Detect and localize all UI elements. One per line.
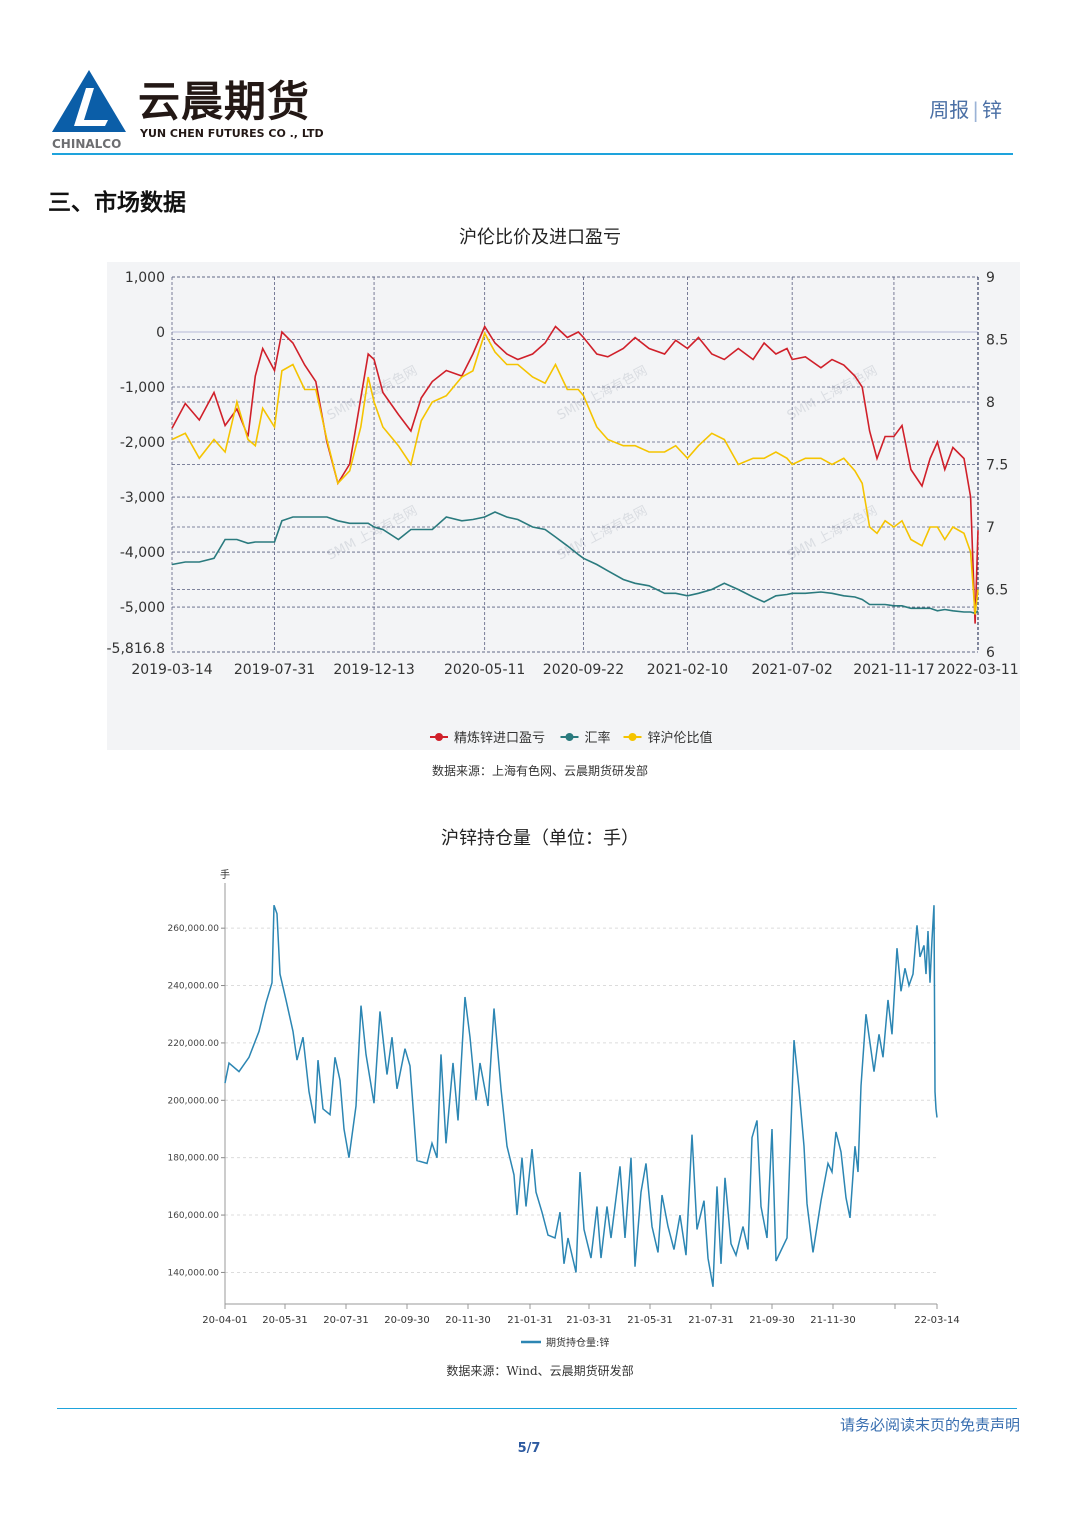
y-left-tick-label: -5,000 (120, 600, 165, 616)
x-tick-label: 21-07-31 (688, 1315, 733, 1326)
y-left-tick-label: 1,000 (125, 270, 165, 286)
y-right-tick-label: 8 (986, 395, 995, 411)
series-line-0 (171, 324, 979, 624)
y-tick-label: 180,000.00 (167, 1154, 219, 1164)
legend-marker-0 (435, 733, 443, 741)
x-tick-label: 2020-05-11 (444, 662, 525, 678)
footer-divider (57, 1408, 1017, 1409)
legend-label-1: 汇率 (585, 730, 611, 746)
report-type: 周报 (929, 98, 970, 122)
x-tick-label: 22-03-14 (914, 1315, 959, 1326)
y-left-tick-label: 0 (156, 325, 165, 341)
y-left-tick-label: -3,000 (120, 490, 165, 506)
series-line-2 (171, 331, 979, 615)
report-tag: 周报 | 锌 (929, 94, 1002, 123)
x-tick-label: 2021-07-02 (751, 662, 832, 678)
legend-label-2: 锌沪伦比值 (648, 730, 713, 746)
y-tick-label: 240,000.00 (167, 982, 219, 992)
y-right-tick-label: 6.5 (986, 583, 1008, 599)
x-tick-label: 21-11-30 (810, 1315, 855, 1326)
brand-name-en: YUN CHEN FUTURES CO ., LTD (140, 127, 324, 140)
divider: | (972, 98, 979, 122)
x-tick-label: 2019-07-31 (234, 662, 315, 678)
legend-label-0: 精炼锌进口盈亏 (454, 731, 545, 746)
y-tick-label: 220,000.00 (167, 1039, 219, 1049)
y-left-tick-label: -2,000 (120, 435, 165, 451)
chart2-source: 数据来源：Wind、云晨期货研发部 (446, 1364, 634, 1378)
disclaimer-link[interactable]: 请务必阅读末页的免责声明 (839, 1416, 1020, 1434)
y-left-tick-label: -5,816.8 (107, 641, 166, 657)
x-tick-label: 2020-09-22 (543, 662, 624, 678)
series-line-1 (171, 511, 979, 615)
y-tick-label: 200,000.00 (167, 1096, 219, 1106)
x-tick-label: 20-09-30 (384, 1315, 429, 1326)
x-tick-label: 2021-02-10 (647, 662, 728, 678)
y-tick-label: 140,000.00 (167, 1268, 219, 1278)
report-commodity: 锌 (982, 98, 1002, 122)
y-right-tick-label: 7.5 (986, 458, 1008, 474)
header-divider (52, 153, 1013, 155)
legend-marker-1 (565, 733, 574, 741)
page-number: 5/7 (517, 1441, 541, 1456)
x-tick-label: 20-04-01 (202, 1315, 247, 1326)
x-tick-label: 21-05-31 (627, 1315, 672, 1326)
brand-name-cn: 云晨期货 (138, 77, 311, 126)
y-right-tick-label: 6 (986, 645, 995, 661)
y-unit-label: 手 (220, 868, 230, 881)
y-left-tick-label: -4,000 (120, 545, 165, 561)
legend-marker-2 (628, 733, 637, 741)
x-tick-label: 20-05-31 (262, 1315, 307, 1326)
chinalco-logo (50, 68, 128, 140)
chart1-source: 数据来源：上海有色网、云晨期货研发部 (431, 764, 648, 778)
x-tick-label: 21-03-31 (566, 1315, 611, 1326)
y-tick-label: 160,000.00 (167, 1211, 219, 1221)
y-left-tick-label: -1,000 (120, 380, 165, 396)
y-right-tick-label: 8.5 (986, 333, 1008, 349)
y-right-tick-label: 9 (986, 270, 995, 286)
legend-label-0: 期货持仓量:锌 (546, 1336, 609, 1349)
chart2-svg: 手 260,000.00 240,000.00 220,000.00 200,000.0… (167, 868, 959, 1349)
x-tick-label: 2019-12-13 (333, 662, 414, 678)
x-tick-label: 21-09-30 (749, 1315, 794, 1326)
x-tick-label: 20-07-31 (323, 1315, 368, 1326)
y-right-tick-label: 7 (986, 520, 995, 536)
chart1-background (107, 262, 1020, 750)
series-line-0 (224, 904, 938, 1287)
logo-text: CHINALCO (52, 137, 122, 151)
section-title: 三、市场数据 (48, 190, 186, 216)
chart2-title: 沪锌持仓量（单位：手） (441, 828, 639, 849)
chart1-title: 沪伦比价及进口盈亏 (459, 227, 621, 248)
y-tick-label: 260,000.00 (167, 924, 219, 934)
x-tick-label: 20-11-30 (445, 1315, 490, 1326)
x-tick-label: 2022-03-11 (937, 662, 1018, 678)
x-tick-label: 2021-11-17 (853, 662, 934, 678)
x-tick-label: 2019-03-14 (131, 662, 212, 678)
x-tick-label: 21-01-31 (507, 1315, 552, 1326)
